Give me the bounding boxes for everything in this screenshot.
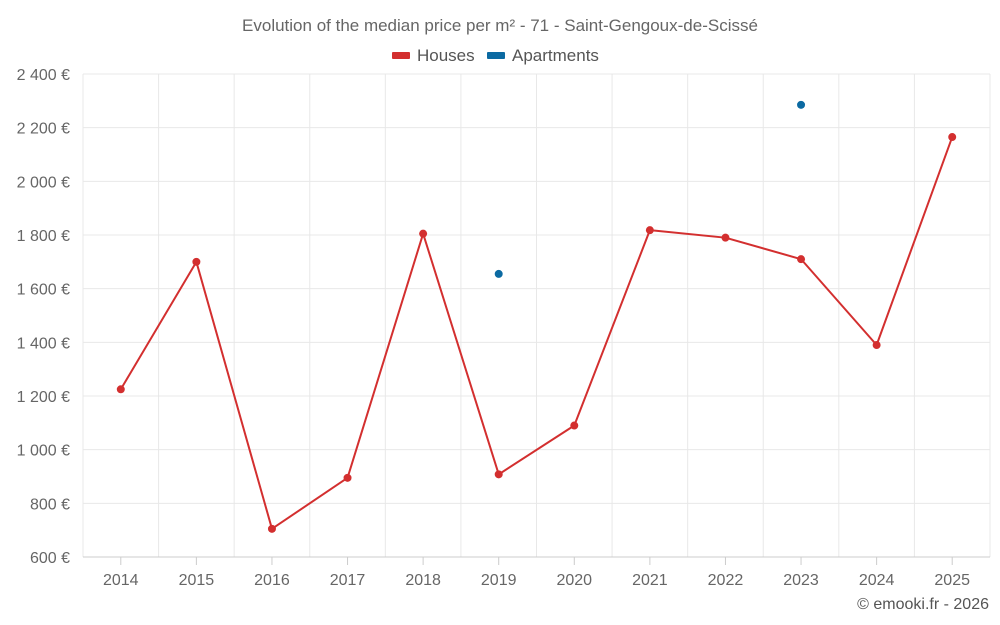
data-point-houses-2016[interactable] bbox=[267, 524, 276, 533]
x-axis: 2014 2015 2016 2017 2018 2019 2020 2021 2022 2023… bbox=[83, 556, 990, 589]
data-point-houses-2024[interactable] bbox=[872, 341, 881, 350]
x-tick-label: 2021 bbox=[632, 572, 668, 589]
chart-title: Evolution of the median price per m² - 7… bbox=[242, 16, 758, 35]
y-tick-label: 1 000 € bbox=[17, 443, 70, 460]
data-point-houses-2020[interactable] bbox=[570, 421, 579, 430]
legend[interactable]: Houses Apartments bbox=[392, 46, 599, 65]
data-point-houses-2025[interactable] bbox=[948, 133, 957, 142]
y-tick-label: 800 € bbox=[30, 496, 70, 513]
y-tick-label: 2 400 € bbox=[17, 67, 70, 84]
y-tick-label: 2 000 € bbox=[17, 174, 70, 191]
data-point-houses-2022[interactable] bbox=[721, 233, 730, 242]
y-tick-label: 1 600 € bbox=[17, 282, 70, 299]
data-point-houses-2018[interactable] bbox=[419, 229, 428, 238]
x-tick-label: 2024 bbox=[859, 572, 895, 589]
credit: © emooki.fr - 2026 bbox=[857, 596, 989, 613]
x-tick-label: 2025 bbox=[934, 572, 970, 589]
x-tick-label: 2014 bbox=[103, 572, 139, 589]
legend-label-apartments: Apartments bbox=[512, 46, 599, 65]
x-tick-label: 2020 bbox=[556, 572, 592, 589]
y-tick-label: 1 400 € bbox=[17, 335, 70, 352]
legend-item-houses[interactable]: Houses bbox=[392, 46, 475, 65]
series-line-houses bbox=[119, 136, 954, 530]
x-tick-label: 2022 bbox=[708, 572, 744, 589]
legend-swatch-houses bbox=[392, 52, 410, 59]
legend-label-houses: Houses bbox=[417, 46, 475, 65]
data-point-houses-2017[interactable] bbox=[343, 473, 352, 482]
y-tick-label: 2 200 € bbox=[17, 121, 70, 138]
data-point-houses-2015[interactable] bbox=[192, 257, 201, 266]
plot-area bbox=[116, 100, 957, 533]
y-tick-label: 1 200 € bbox=[17, 389, 70, 406]
data-point-houses-2021[interactable] bbox=[645, 226, 654, 235]
legend-item-apartments[interactable]: Apartments bbox=[487, 46, 599, 65]
x-tick-label: 2018 bbox=[405, 572, 441, 589]
data-point-houses-2023[interactable] bbox=[797, 255, 806, 264]
x-tick-label: 2017 bbox=[330, 572, 366, 589]
x-tick-label: 2019 bbox=[481, 572, 517, 589]
grid bbox=[82, 73, 991, 557]
legend-swatch-apartments bbox=[487, 52, 505, 59]
x-tick-label: 2023 bbox=[783, 572, 819, 589]
data-point-houses-2014[interactable] bbox=[116, 385, 125, 394]
x-tick-label: 2015 bbox=[179, 572, 215, 589]
y-axis: 600 € 800 € 1 000 € 1 200 € 1 400 € 1 600 € 1 … bbox=[17, 67, 70, 567]
x-tick-label: 2016 bbox=[254, 572, 290, 589]
data-point-houses-2019[interactable] bbox=[494, 470, 503, 479]
data-point-apartments-2019[interactable] bbox=[494, 269, 503, 278]
y-tick-label: 1 800 € bbox=[17, 228, 70, 245]
data-point-apartments-2023[interactable] bbox=[797, 100, 806, 109]
y-tick-label: 600 € bbox=[30, 550, 70, 567]
